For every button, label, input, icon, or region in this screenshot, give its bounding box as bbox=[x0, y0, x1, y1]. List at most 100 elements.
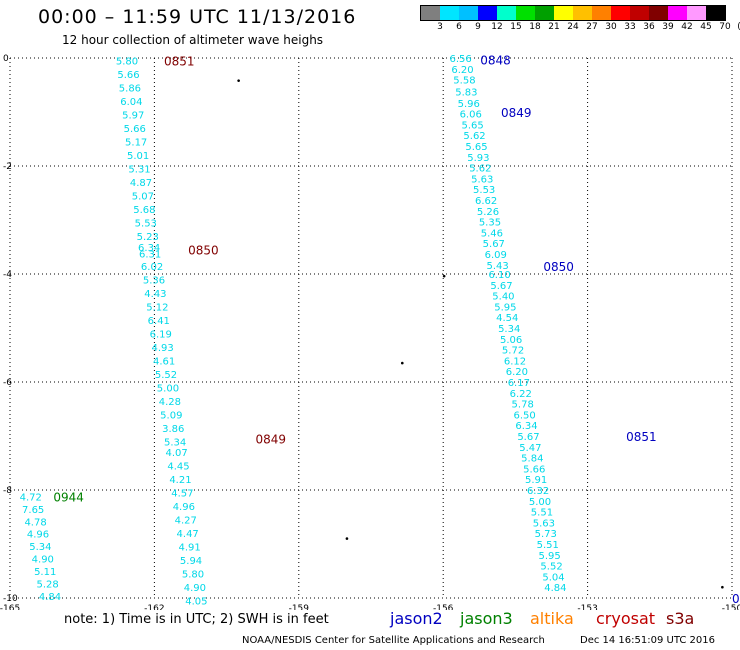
swh-value: 5.68 bbox=[133, 205, 155, 216]
swh-value: 5.63 bbox=[471, 174, 493, 185]
x-tick-label: -156 bbox=[433, 604, 454, 610]
swh-value: 5.78 bbox=[512, 400, 534, 411]
y-tick-label: 0 bbox=[3, 54, 9, 64]
time-label: 0852 bbox=[732, 592, 740, 606]
swh-value: 5.34 bbox=[29, 542, 51, 553]
credit-timestamp: Dec 14 16:51:09 UTC 2016 bbox=[580, 635, 715, 646]
time-label: 0850 bbox=[188, 244, 219, 258]
swh-value: 5.84 bbox=[521, 454, 543, 465]
swh-value: 4.84 bbox=[39, 592, 61, 603]
swh-value: 6.41 bbox=[148, 316, 170, 327]
swh-value: 4.54 bbox=[496, 313, 518, 324]
island-marker bbox=[345, 537, 349, 540]
swh-value: 6.20 bbox=[451, 65, 473, 76]
legend-label: 70 bbox=[719, 22, 731, 32]
swh-value: 5.04 bbox=[542, 572, 564, 583]
swh-value: 5.12 bbox=[146, 302, 168, 313]
island-marker bbox=[721, 585, 724, 589]
legend-label: 36 bbox=[643, 22, 655, 32]
swh-value: 5.00 bbox=[157, 383, 179, 394]
swh-value: 5.52 bbox=[155, 370, 177, 381]
page-subtitle: 12 hour collection of altimeter wave hei… bbox=[62, 33, 324, 47]
time-label: 0944 bbox=[53, 490, 84, 504]
swh-value: 4.45 bbox=[167, 462, 189, 473]
island-marker bbox=[442, 274, 446, 278]
swh-value: 4.07 bbox=[165, 448, 187, 459]
swh-value: 5.83 bbox=[455, 87, 477, 98]
legend-label: 45 bbox=[700, 22, 712, 32]
color-legend bbox=[420, 5, 726, 21]
swh-value: 5.96 bbox=[458, 99, 480, 110]
swh-value: 5.73 bbox=[535, 529, 557, 540]
swh-value: 6.02 bbox=[141, 262, 163, 273]
swh-value: 5.40 bbox=[492, 292, 514, 303]
swh-value: 5.53 bbox=[135, 219, 157, 230]
swh-value: 5.80 bbox=[116, 57, 138, 68]
swh-value: 6.09 bbox=[485, 250, 507, 261]
swh-value: 5.91 bbox=[525, 475, 547, 486]
y-tick-label: -8 bbox=[3, 486, 12, 496]
y-tick-label: -10 bbox=[3, 594, 18, 604]
swh-value: 5.58 bbox=[453, 76, 475, 87]
legend-swatch bbox=[573, 6, 592, 20]
swh-value: 5.72 bbox=[502, 346, 524, 357]
legend-swatch bbox=[706, 6, 725, 20]
islands bbox=[237, 79, 724, 589]
legend-swatch bbox=[535, 6, 554, 20]
page-title: 00:00 – 11:59 UTC 11/13/2016 bbox=[38, 6, 357, 28]
legend-label: 30 bbox=[605, 22, 617, 32]
swh-value: 5.93 bbox=[467, 153, 489, 164]
legend-label: 9 bbox=[475, 22, 481, 32]
swh-value: 5.51 bbox=[531, 508, 553, 519]
swh-value: 5.65 bbox=[461, 120, 483, 131]
swh-value: 6.06 bbox=[460, 110, 482, 121]
legend-swatch bbox=[497, 6, 516, 20]
swh-value: 5.23 bbox=[137, 232, 159, 243]
island-marker bbox=[237, 79, 240, 82]
swh-value: 6.20 bbox=[506, 367, 528, 378]
swh-value: 4.93 bbox=[152, 343, 174, 354]
legend-swatch bbox=[554, 6, 573, 20]
swh-value: 5.95 bbox=[539, 551, 561, 562]
swh-value: 4.87 bbox=[130, 178, 152, 189]
swh-value: 4.43 bbox=[144, 289, 166, 300]
swh-value: 4.96 bbox=[173, 502, 195, 513]
legend-label: 42 bbox=[681, 22, 693, 32]
legend-label: 39 bbox=[662, 22, 674, 32]
x-tick-label: -150 bbox=[722, 604, 740, 610]
swh-value: 5.94 bbox=[180, 556, 202, 567]
swh-value: 4.78 bbox=[24, 517, 46, 528]
swh-value: 5.51 bbox=[537, 540, 559, 551]
satellite-legend-jason3: jason3 bbox=[460, 609, 513, 628]
swh-value: 4.21 bbox=[169, 475, 191, 486]
time-label: 0849 bbox=[501, 106, 532, 120]
time-label: 0850 bbox=[543, 260, 574, 274]
swh-value: 5.53 bbox=[473, 185, 495, 196]
x-tick-label: -153 bbox=[577, 604, 597, 610]
swh-value: 5.66 bbox=[124, 124, 146, 135]
swh-value: 5.00 bbox=[529, 497, 551, 508]
time-label: 0848 bbox=[480, 54, 511, 68]
satellite-legend-jason2: jason2 bbox=[390, 609, 443, 628]
legend-swatch bbox=[459, 6, 478, 20]
swh-value: 4.91 bbox=[178, 543, 200, 554]
swh-value: 4.47 bbox=[177, 529, 199, 540]
swh-value: 5.34 bbox=[164, 437, 186, 448]
swh-value: 5.80 bbox=[182, 570, 204, 581]
legend-swatch bbox=[687, 6, 706, 20]
legend-label: 24 bbox=[567, 22, 579, 32]
credit: NOAA/NESDIS Center for Satellite Applica… bbox=[242, 635, 545, 646]
swh-value: 5.06 bbox=[500, 335, 522, 346]
swh-value: 4.96 bbox=[27, 530, 49, 541]
legend-label: 18 bbox=[529, 22, 541, 32]
map-grid bbox=[9, 57, 733, 599]
y-tick-label: -6 bbox=[3, 378, 12, 388]
swh-value: 4.90 bbox=[184, 583, 206, 594]
swh-value: 5.11 bbox=[34, 567, 56, 578]
swh-value: 4.57 bbox=[171, 489, 193, 500]
swh-value: 6.19 bbox=[150, 329, 172, 340]
swh-value: 5.65 bbox=[465, 142, 487, 153]
time-label: 0851 bbox=[626, 430, 657, 444]
legend-swatch bbox=[630, 6, 649, 20]
swh-value: 5.95 bbox=[494, 302, 516, 313]
